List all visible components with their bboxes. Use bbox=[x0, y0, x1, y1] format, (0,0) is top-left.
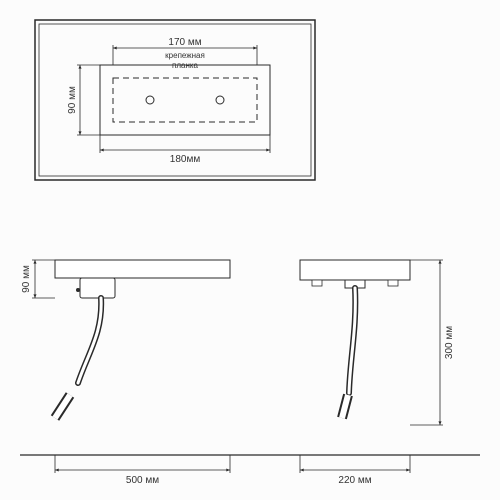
dim-label-170: 170 мм bbox=[168, 37, 201, 48]
side-plate bbox=[300, 260, 410, 280]
dim-label-90-front: 90 мм bbox=[21, 265, 32, 293]
dim-label-90-top: 90 мм bbox=[67, 86, 78, 114]
dim-label-220: 220 мм bbox=[338, 475, 371, 486]
dim-label-300: 300 мм bbox=[444, 326, 455, 359]
front-plate bbox=[55, 260, 230, 278]
dim-label-180: 180мм bbox=[170, 154, 201, 165]
dim-label-500: 500 мм bbox=[126, 475, 159, 486]
